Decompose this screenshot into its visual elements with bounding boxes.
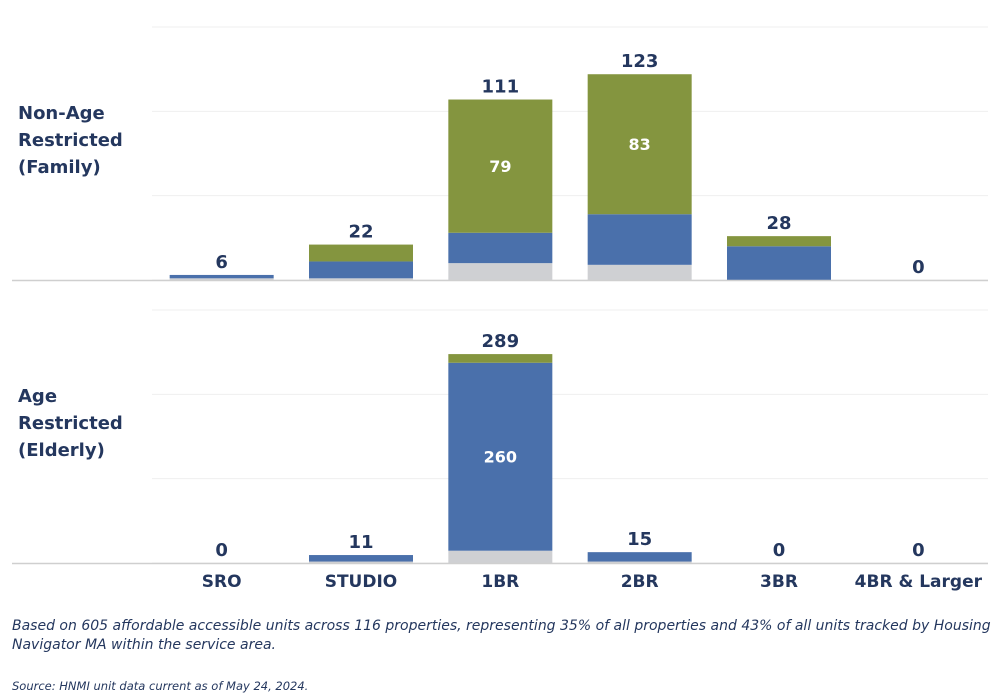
panel-label: (Family) <box>18 157 101 178</box>
bar-total-label: 289 <box>482 331 520 352</box>
footnote-text: Based on 605 affordable accessible units… <box>12 618 991 653</box>
bar-segment-blue <box>309 555 413 562</box>
x-tick-label: 3BR <box>760 572 798 592</box>
bar-segment-blue <box>448 232 553 264</box>
bar-total-label: 11 <box>348 532 373 553</box>
bar-segment-blue <box>587 552 692 562</box>
x-tick-label: 2BR <box>621 572 659 592</box>
bar-total-label: 22 <box>348 222 373 243</box>
bar-total-label: 111 <box>482 77 520 98</box>
bar-segment-gray <box>309 561 413 563</box>
panel-label: Restricted <box>18 413 123 434</box>
bar-total-label: 28 <box>766 213 791 234</box>
bar-segment-gray <box>169 278 274 280</box>
panel-label: Restricted <box>18 130 123 151</box>
bar-segment-blue <box>727 246 831 280</box>
bar-segment-green <box>448 354 553 363</box>
x-tick-label: 1BR <box>481 572 519 592</box>
bar-segment-green <box>587 74 692 215</box>
bar-segment-blue <box>309 261 413 279</box>
bar-segment-green <box>727 236 831 247</box>
panel-label: (Elderly) <box>18 440 105 461</box>
bar-segment-gray <box>448 550 553 563</box>
bar-segment-blue <box>448 362 553 551</box>
bar-total-label: 15 <box>627 529 652 550</box>
bar-segment-green <box>309 244 413 262</box>
bar-total-label: 6 <box>215 252 228 273</box>
bar-segment-blue <box>587 214 692 265</box>
panel-label: Age <box>18 386 57 407</box>
bar-segment-green <box>448 99 553 233</box>
bar-segment-blue <box>169 274 274 279</box>
source-text: Source: HNMI unit data current as of May… <box>12 679 309 693</box>
bar-total-label: 0 <box>773 540 786 561</box>
stacked-bar-chart: Non-Age Restricted (Family) 6 22 111 79 123 83 28… <box>12 26 988 592</box>
panel-label: Non-Age <box>18 103 105 124</box>
bar-total-label: 0 <box>912 540 925 561</box>
bar-segment-gray <box>448 263 553 280</box>
x-tick-label: SRO <box>202 572 242 592</box>
bar-segment-gray <box>587 561 692 563</box>
bar-inner-label: 260 <box>484 448 517 467</box>
x-tick-label: 4BR & Larger <box>855 572 983 592</box>
x-tick-label: STUDIO <box>325 572 398 592</box>
bar-total-label: 0 <box>912 257 925 278</box>
bar-inner-label: 83 <box>629 135 651 154</box>
bar-inner-label: 79 <box>489 157 511 176</box>
bar-segment-gray <box>587 264 692 280</box>
bar-total-label: 0 <box>215 540 228 561</box>
bar-segment-gray <box>309 278 413 280</box>
bar-total-label: 123 <box>621 51 659 72</box>
